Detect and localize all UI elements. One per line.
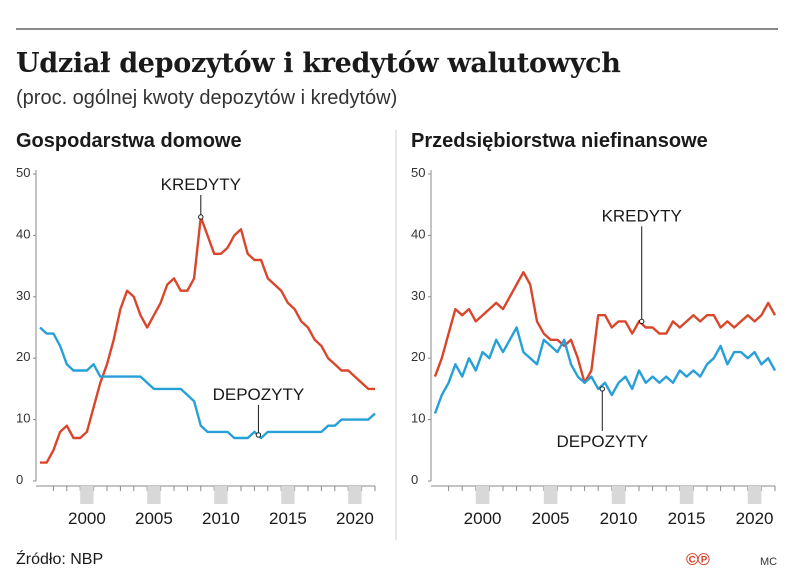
annotation-dot-depozyty-companies bbox=[599, 386, 605, 392]
x-band-companies-2000 bbox=[475, 486, 490, 504]
top-rule bbox=[16, 28, 778, 30]
x-tick-label-companies-2020: 2020 bbox=[736, 509, 774, 528]
x-tick-label-households-2020: 2020 bbox=[336, 509, 374, 528]
annotation-label-depozyty-households: DEPOZYTY bbox=[213, 385, 305, 404]
page-title: Udział depozytów i kredytów walutowych bbox=[16, 48, 621, 79]
x-band-companies-2010 bbox=[611, 486, 626, 504]
author-initials: MC bbox=[760, 556, 778, 568]
panel-title-companies: Przedsiębiorstwa niefinansowe bbox=[411, 130, 708, 152]
series-line-depozyty-households bbox=[39, 326, 376, 440]
x-band-companies-2020 bbox=[747, 486, 762, 504]
x-tick-label-households-2000: 2000 bbox=[68, 509, 106, 528]
x-tick-label-companies-2015: 2015 bbox=[668, 509, 706, 528]
y-tick-label-households-0: 0 bbox=[16, 472, 23, 487]
y-tick-label-households-50: 50 bbox=[16, 165, 30, 180]
x-band-households-2015 bbox=[281, 486, 295, 504]
x-band-companies-2015 bbox=[679, 486, 694, 504]
x-tick-label-companies-2005: 2005 bbox=[532, 509, 570, 528]
x-band-companies-2005 bbox=[543, 486, 558, 504]
y-tick-label-companies-20: 20 bbox=[411, 349, 425, 364]
x-tick-label-companies-2010: 2010 bbox=[600, 509, 638, 528]
annotation-label-kredyty-companies: KREDYTY bbox=[602, 206, 682, 225]
y-tick-label-companies-10: 10 bbox=[411, 411, 425, 426]
x-band-households-2020 bbox=[348, 486, 362, 504]
y-tick-label-households-10: 10 bbox=[16, 411, 30, 426]
y-tick-label-companies-0: 0 bbox=[411, 472, 418, 487]
copyright-mark: ©℗ bbox=[686, 550, 710, 569]
page-subtitle: (proc. ogólnej kwoty depozytów i kredytó… bbox=[16, 87, 398, 109]
source-note: Źródło: NBP bbox=[16, 551, 104, 568]
annotation-label-kredyty-households: KREDYTY bbox=[161, 175, 241, 194]
y-tick-label-companies-30: 30 bbox=[411, 288, 425, 303]
y-tick-label-companies-50: 50 bbox=[411, 165, 425, 180]
annotation-dot-kredyty-households bbox=[198, 214, 204, 220]
y-tick-label-households-20: 20 bbox=[16, 349, 30, 364]
y-tick-label-households-40: 40 bbox=[16, 226, 30, 241]
x-tick-label-households-2005: 2005 bbox=[135, 509, 173, 528]
annotation-label-depozyty-companies: DEPOZYTY bbox=[556, 432, 648, 451]
annotation-dot-kredyty-companies bbox=[639, 318, 645, 325]
x-band-households-2000 bbox=[80, 486, 94, 504]
x-band-households-2010 bbox=[214, 486, 228, 504]
panel-title-households: Gospodarstwa domowe bbox=[16, 130, 242, 152]
x-band-households-2005 bbox=[147, 486, 161, 504]
x-tick-label-households-2010: 2010 bbox=[202, 509, 240, 528]
x-tick-label-households-2015: 2015 bbox=[269, 509, 307, 528]
series-line-kredyty-households bbox=[40, 215, 375, 464]
y-tick-label-households-30: 30 bbox=[16, 288, 30, 303]
series-line-depozyty-companies bbox=[433, 326, 777, 414]
annotation-dot-depozyty-households bbox=[255, 432, 262, 438]
series-line-kredyty-companies bbox=[433, 271, 777, 384]
y-tick-label-companies-40: 40 bbox=[411, 226, 425, 241]
x-tick-label-companies-2000: 2000 bbox=[464, 509, 502, 528]
